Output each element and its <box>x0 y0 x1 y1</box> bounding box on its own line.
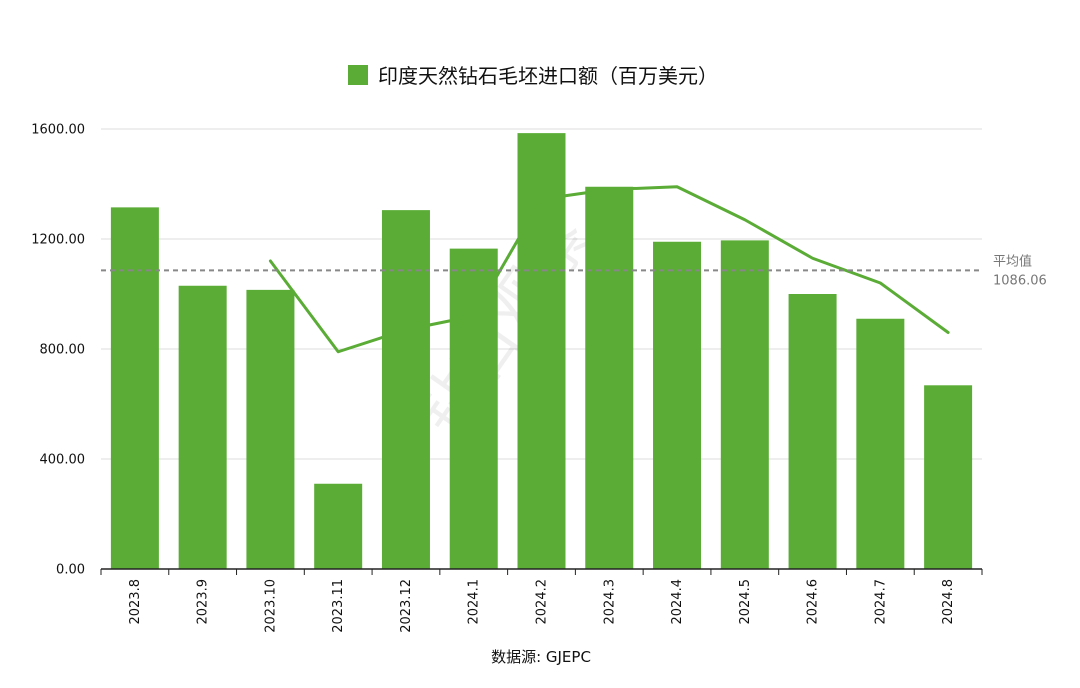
x-tick-label: 2024.2 <box>535 579 550 625</box>
x-tick-label: 2023.11 <box>331 579 346 633</box>
bar <box>246 289 295 569</box>
x-tick-label: 2024.4 <box>670 579 685 625</box>
bar <box>924 385 973 569</box>
bar <box>788 294 837 569</box>
y-tick-label: 1200.00 <box>31 233 85 248</box>
bar <box>110 207 159 569</box>
x-tick-label: 2023.8 <box>128 579 143 625</box>
bars <box>110 133 973 569</box>
x-tick-label: 2024.6 <box>806 579 821 625</box>
y-tick-label: 0.00 <box>56 563 85 578</box>
x-tick-label: 2024.3 <box>602 579 617 625</box>
bar <box>314 483 363 569</box>
watermark: 钻石观察 <box>402 204 604 449</box>
legend-label: 印度天然钻石毛坯进口额（百万美元） <box>378 64 718 88</box>
x-tick-label: 2023.10 <box>263 579 278 633</box>
y-tick-label: 400.00 <box>40 453 86 468</box>
bar <box>585 186 634 569</box>
y-tick-label: 1600.00 <box>31 123 85 138</box>
bar <box>381 210 430 569</box>
bar <box>517 133 566 569</box>
x-tick-label: 2023.12 <box>399 579 414 633</box>
y-axis-ticks: 0.00 400.00 800.00 1200.00 1600.00 <box>31 123 85 578</box>
trend-line <box>268 185 950 354</box>
x-tick-label: 2024.5 <box>738 579 753 625</box>
trend-line-group <box>268 185 950 354</box>
x-tick-label: 2024.7 <box>873 579 888 625</box>
x-tick-label: 2023.9 <box>196 579 211 625</box>
bar <box>856 318 905 569</box>
bar <box>720 240 769 569</box>
x-axis-ticks: 2023.8 2023.9 2023.10 2023.11 2023.12 2024.1 2… <box>100 569 983 633</box>
legend: 印度天然钻石毛坯进口额（百万美元） <box>348 64 718 88</box>
x-tick-label: 2024.8 <box>941 579 956 625</box>
average-label: 平均值 <box>993 253 1032 269</box>
bar <box>653 241 702 569</box>
y-tick-label: 800.00 <box>40 343 86 358</box>
x-tick-label: 2024.1 <box>467 579 482 625</box>
bar <box>178 285 227 569</box>
legend-swatch <box>348 65 368 85</box>
bar <box>449 248 498 569</box>
source-note: 数据源: GJEPC <box>491 648 591 666</box>
average-line-group: 平均值 1086.06 <box>101 253 1047 288</box>
average-value: 1086.06 <box>993 273 1047 288</box>
